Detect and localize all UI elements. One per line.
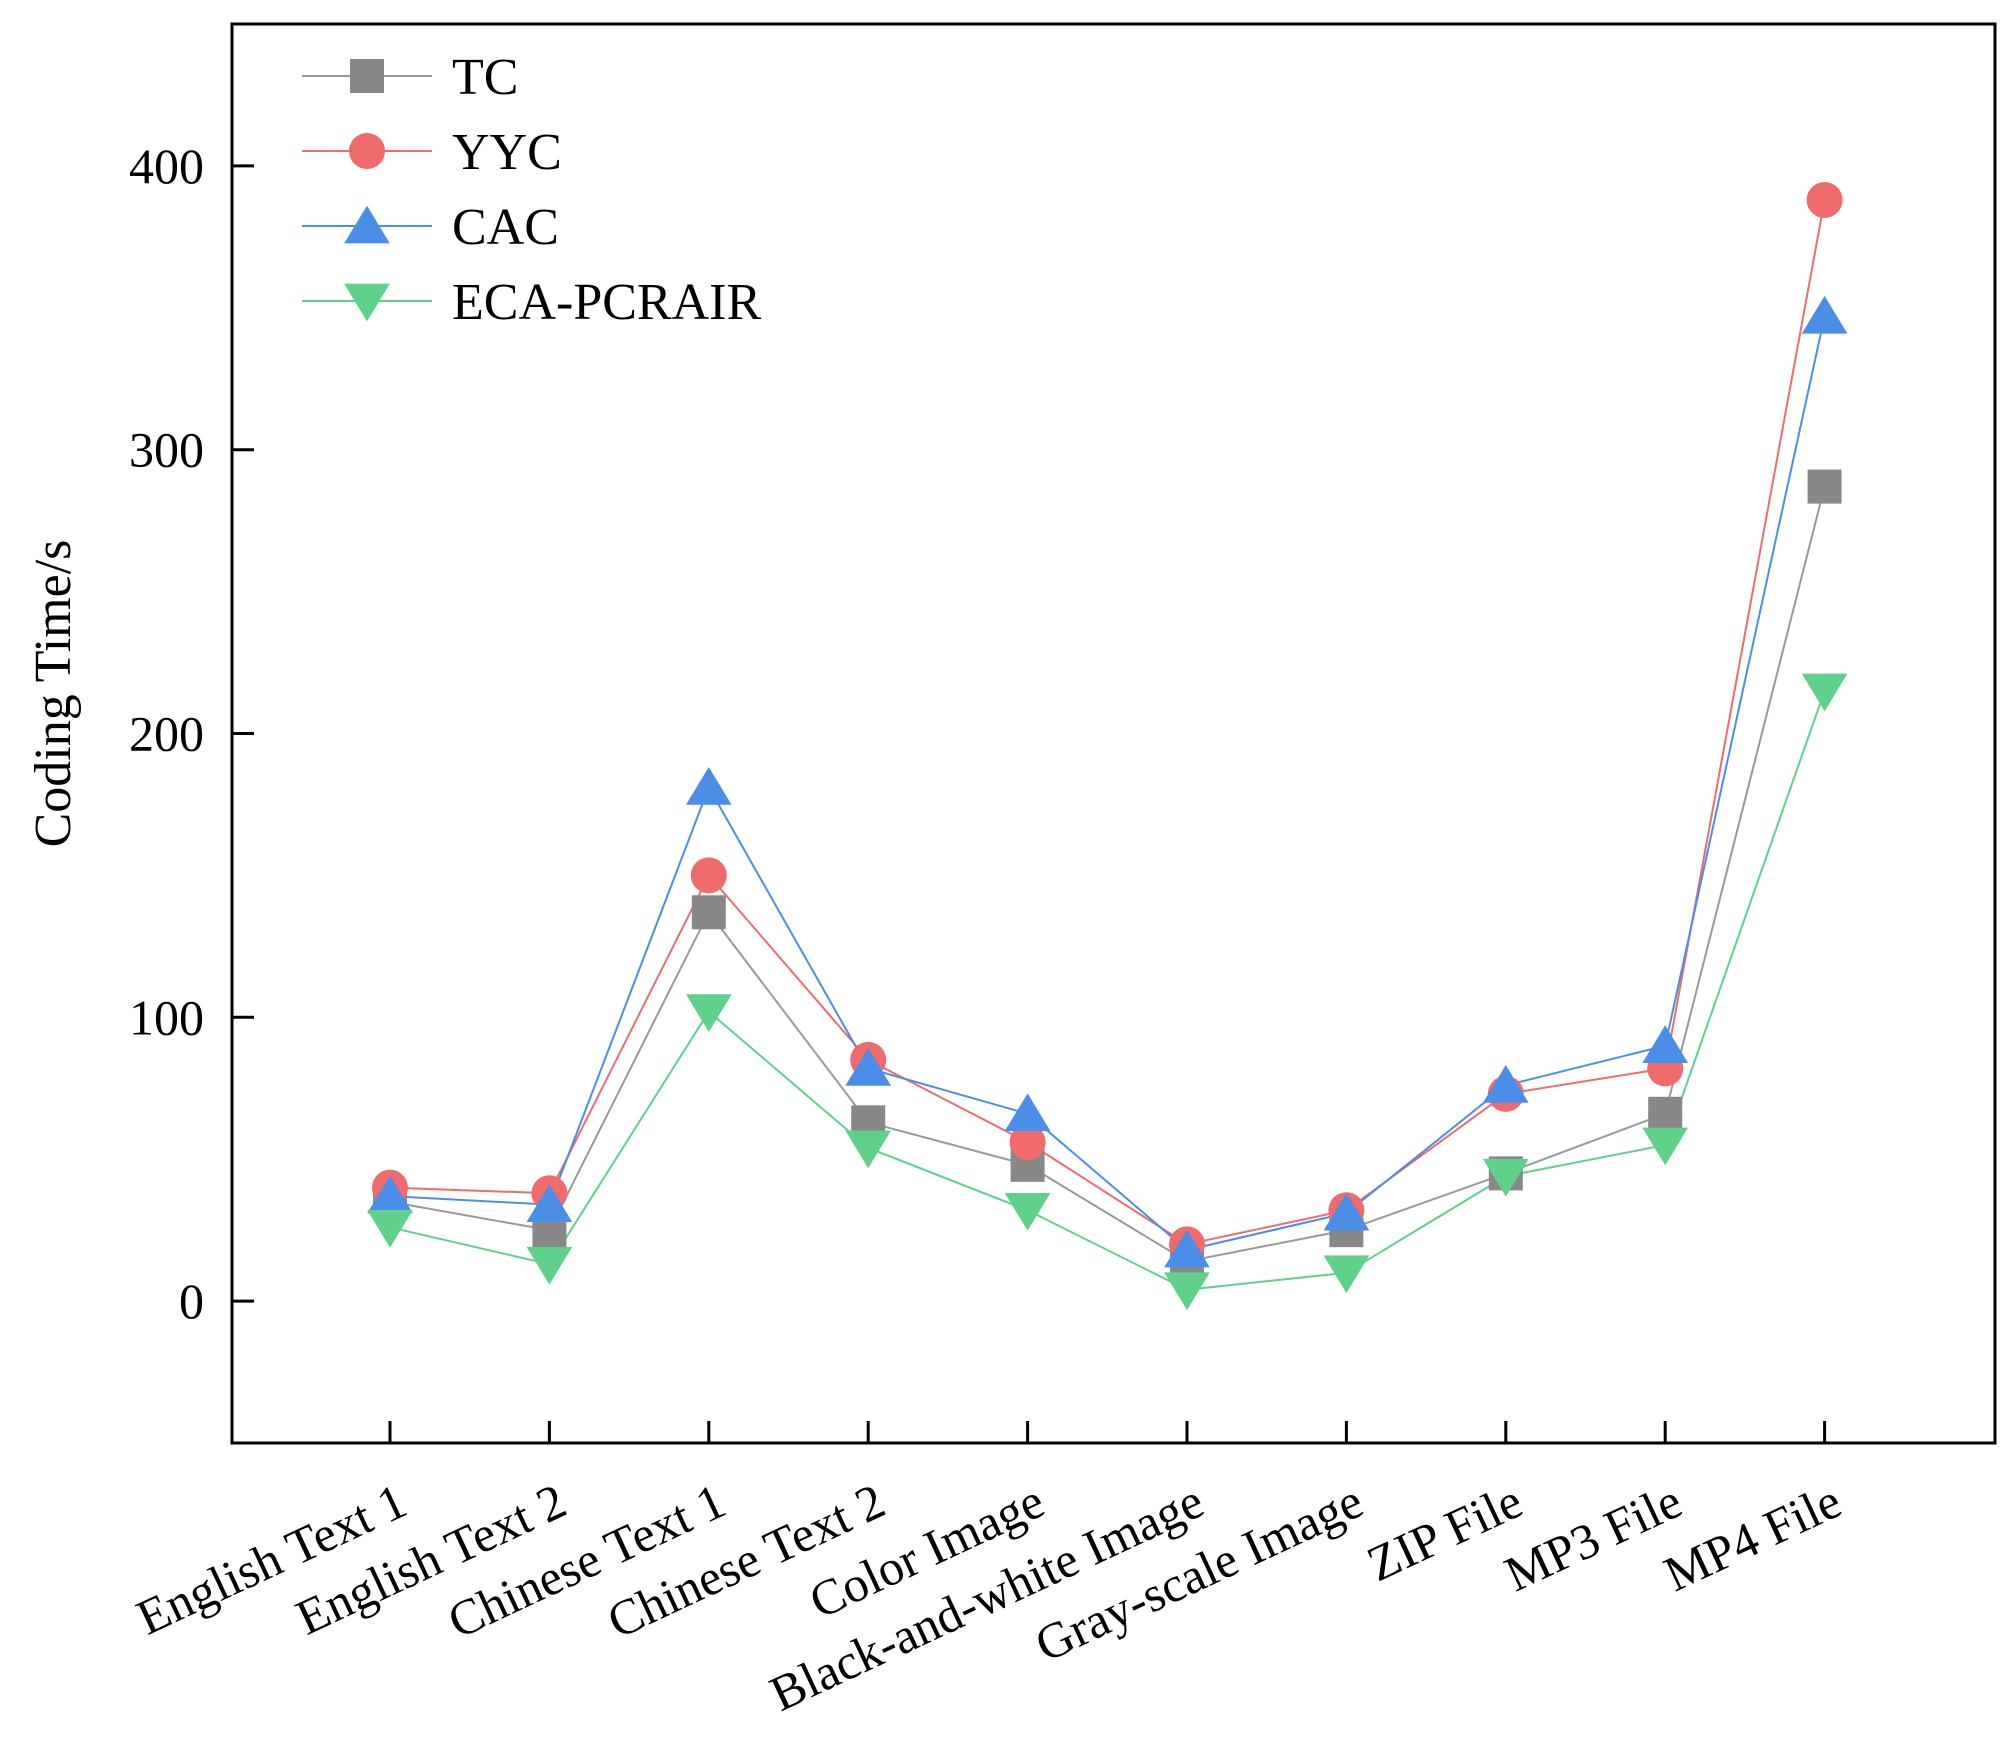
series-points-cac bbox=[367, 295, 1848, 1268]
legend-item-yyc: YYC bbox=[302, 124, 562, 181]
data-point bbox=[1004, 1192, 1051, 1231]
legend-marker bbox=[349, 133, 385, 169]
series-line-tc bbox=[389, 486, 1826, 1263]
data-point bbox=[1004, 1093, 1051, 1132]
data-point bbox=[1648, 1096, 1683, 1131]
data-point bbox=[526, 1184, 573, 1222]
series-line-yyc bbox=[389, 199, 1826, 1246]
x-tick-label: ZIP File bbox=[1359, 1472, 1531, 1592]
series-line-eca-pcrair bbox=[389, 690, 1826, 1291]
data-point bbox=[845, 1047, 892, 1086]
data-point bbox=[1164, 1229, 1210, 1268]
data-point bbox=[690, 857, 727, 894]
series-points-tc bbox=[373, 469, 1842, 1279]
legend-marker bbox=[344, 205, 390, 244]
data-point bbox=[1482, 1158, 1529, 1197]
series-lines bbox=[389, 199, 1826, 1291]
data-point bbox=[845, 1130, 892, 1169]
y-tick-label: 0 bbox=[179, 1273, 204, 1329]
legend-item-tc: TC bbox=[302, 49, 518, 106]
legend-item-eca-pcrair: ECA-PCRAIR bbox=[302, 274, 761, 331]
data-point bbox=[691, 895, 726, 930]
data-point bbox=[1323, 1255, 1370, 1294]
data-point bbox=[685, 767, 732, 805]
legend-label: ECA-PCRAIR bbox=[452, 274, 761, 331]
data-point bbox=[367, 1175, 413, 1214]
legend-marker bbox=[350, 59, 384, 93]
data-point bbox=[367, 1209, 413, 1248]
data-point bbox=[1009, 1124, 1046, 1161]
series-markers bbox=[367, 181, 1848, 1311]
data-point bbox=[1642, 1127, 1689, 1166]
y-tick-label: 100 bbox=[129, 989, 204, 1045]
data-point bbox=[1807, 469, 1842, 504]
data-point bbox=[1806, 181, 1843, 218]
series-points-yyc bbox=[372, 181, 1843, 1263]
y-axis-title: Coding Time/s bbox=[25, 540, 82, 848]
y-tick-label: 400 bbox=[129, 138, 204, 194]
data-point bbox=[1642, 1025, 1689, 1064]
data-point bbox=[1801, 295, 1848, 334]
data-point bbox=[1801, 673, 1848, 712]
series-points-eca-pcrair bbox=[367, 673, 1848, 1311]
x-tick-label: MP3 File bbox=[1496, 1472, 1690, 1602]
x-tick-label: MP4 File bbox=[1656, 1472, 1850, 1602]
data-point bbox=[526, 1246, 573, 1285]
legend-label: CAC bbox=[452, 199, 559, 256]
data-point bbox=[1323, 1192, 1370, 1231]
data-point bbox=[1482, 1065, 1529, 1103]
legend-label: TC bbox=[452, 49, 518, 106]
legend: TC YYC CAC ECA-PCRAIR bbox=[302, 49, 761, 331]
data-point bbox=[685, 994, 732, 1033]
y-tick-label: 300 bbox=[129, 422, 204, 478]
data-point bbox=[1164, 1272, 1210, 1311]
legend-marker bbox=[344, 283, 390, 322]
legend-item-cac: CAC bbox=[302, 199, 559, 256]
y-tick-label: 200 bbox=[129, 706, 204, 762]
series-line-cac bbox=[389, 316, 1826, 1252]
legend-label: YYC bbox=[452, 124, 562, 181]
